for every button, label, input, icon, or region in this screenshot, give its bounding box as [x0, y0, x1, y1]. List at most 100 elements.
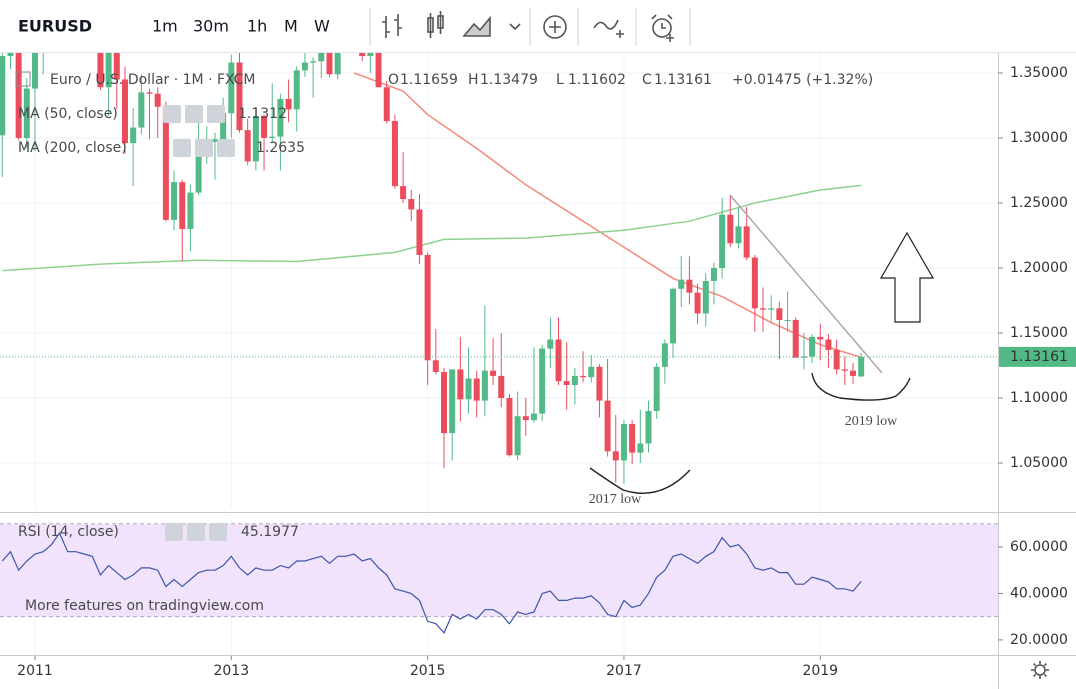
- interval-button[interactable]: M: [284, 17, 298, 36]
- candle-body: [391, 121, 398, 187]
- candle-body: [719, 214, 726, 268]
- candle-body: [825, 339, 832, 350]
- candle-body: [735, 226, 742, 244]
- candle-body: [555, 339, 562, 382]
- candle-body: [359, 53, 366, 57]
- candle-body: [498, 375, 505, 399]
- candle-body: [817, 336, 824, 340]
- candle-body: [530, 413, 537, 421]
- candle-body: [113, 53, 120, 80]
- interval-button[interactable]: 1m: [152, 17, 178, 36]
- candle-body: [702, 280, 709, 314]
- price-pane: [0, 53, 998, 508]
- legend-icon[interactable]: [217, 139, 235, 157]
- legend-value: 1.1312: [238, 106, 287, 122]
- legend-icon[interactable]: [173, 139, 191, 157]
- candle-body: [490, 370, 497, 376]
- legend-icon[interactable]: [207, 105, 225, 123]
- candle-body: [416, 209, 423, 255]
- candle-body: [252, 115, 259, 162]
- trend-line: [729, 194, 883, 374]
- candle-body: [514, 416, 521, 456]
- candle-body: [130, 127, 137, 144]
- candle-body: [596, 366, 603, 401]
- candle-body: [146, 92, 153, 94]
- y-tick-label: 1.15000: [1010, 325, 1068, 341]
- candle-body: [301, 62, 308, 71]
- x-tick-label: 2013: [213, 663, 249, 679]
- interval-button[interactable]: 30m: [193, 17, 229, 36]
- ohlc-label: H: [468, 72, 479, 88]
- candle-body: [424, 254, 431, 361]
- legend-icon[interactable]: [165, 523, 183, 541]
- candle-body: [400, 186, 407, 200]
- x-tick-label: 2017: [606, 663, 642, 679]
- legend-icon[interactable]: [185, 105, 203, 123]
- candle-body: [588, 366, 595, 378]
- interval-button[interactable]: W: [314, 17, 330, 36]
- candle-body: [670, 288, 677, 344]
- y-tick-label: 1.05000: [1010, 455, 1068, 471]
- candle-body: [571, 375, 578, 385]
- candle-body: [661, 343, 668, 367]
- rsi-line: [1, 531, 862, 634]
- candle-body: [547, 339, 554, 349]
- ohlc-value: 1.11602: [568, 72, 626, 88]
- candle-body: [473, 378, 480, 401]
- candle-body: [449, 369, 456, 434]
- candle-body: [645, 411, 652, 444]
- candle-body: [522, 416, 529, 421]
- candle-body: [211, 139, 218, 142]
- legend-label[interactable]: MA (200, close): [18, 140, 127, 156]
- candle-body: [751, 257, 758, 309]
- last-price-box: [999, 346, 1076, 367]
- candle-body: [228, 62, 235, 114]
- candle-body: [727, 214, 734, 244]
- candle-body: [310, 61, 317, 63]
- ohlc-label: C: [642, 72, 652, 88]
- interval-button[interactable]: 1h: [247, 17, 267, 36]
- candle-body: [432, 360, 439, 372]
- candle-body: [105, 53, 112, 88]
- rsi-value: 45.1977: [241, 524, 299, 540]
- candle-body: [15, 53, 22, 138]
- candle-body: [441, 371, 447, 434]
- candle-body: [367, 53, 374, 57]
- settings-icon[interactable]: [1031, 661, 1049, 679]
- candle-body: [277, 98, 284, 137]
- candle-body: [465, 378, 472, 400]
- candle-body: [792, 319, 799, 358]
- y-tick-label: 1.10000: [1010, 390, 1068, 406]
- candle-body: [800, 356, 807, 358]
- y-tick-label: 1.30000: [1010, 130, 1068, 146]
- candle-body: [637, 443, 644, 453]
- candle-body: [318, 53, 325, 62]
- candle-body: [833, 349, 840, 370]
- ohlc-label: L: [556, 72, 564, 88]
- candle-body: [269, 136, 276, 138]
- candle-body: [23, 88, 30, 138]
- candle-body: [841, 369, 848, 371]
- candle-body: [220, 113, 227, 140]
- symbol[interactable]: EURUSD: [18, 17, 92, 36]
- y-tick-label: 20.0000: [1010, 632, 1068, 648]
- candle-body: [326, 53, 333, 75]
- legend-icon[interactable]: [195, 139, 213, 157]
- chart-title: Euro / U.S. Dollar · 1M · FXCM: [50, 72, 255, 88]
- legend-icon[interactable]: [209, 523, 227, 541]
- candle-body: [261, 115, 268, 138]
- legend-icon[interactable]: [187, 523, 205, 541]
- candle-body: [653, 366, 660, 412]
- candle-body: [694, 292, 701, 314]
- rsi-title[interactable]: RSI (14, close): [18, 524, 119, 540]
- candle-body: [858, 356, 865, 377]
- candle-body: [334, 53, 341, 75]
- candle-body: [629, 424, 636, 453]
- legend-icon[interactable]: [15, 71, 31, 87]
- legend-icon[interactable]: [163, 105, 181, 123]
- candle-body: [506, 398, 513, 456]
- candle-body: [0, 56, 6, 136]
- candle-body: [408, 199, 415, 210]
- legend-label[interactable]: MA (50, close): [18, 106, 118, 122]
